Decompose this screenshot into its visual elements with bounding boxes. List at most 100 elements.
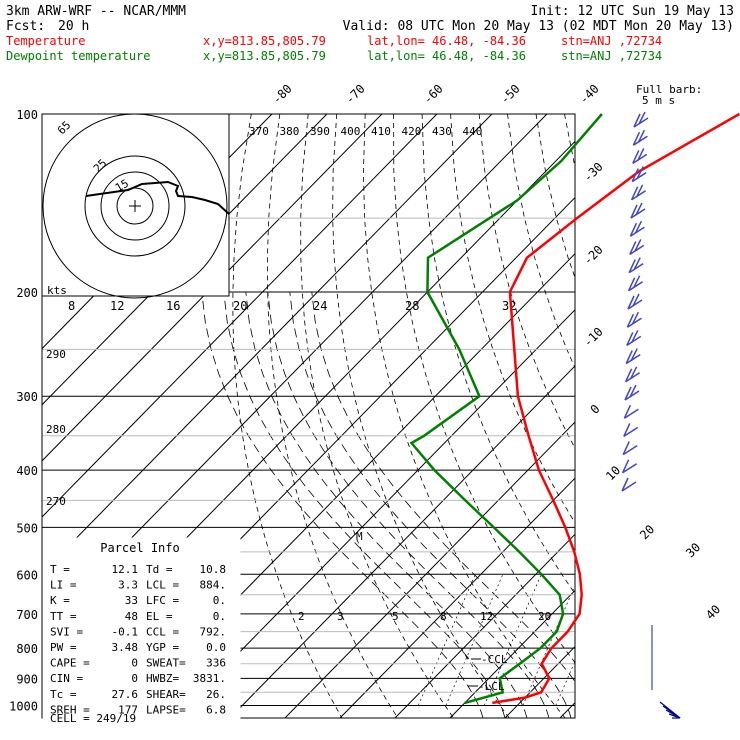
wind-barb — [635, 202, 643, 216]
theta-label: 400 — [341, 125, 361, 138]
dry-adiabat — [593, 114, 740, 718]
mixing-ratio-label: 8 — [440, 610, 447, 623]
isotherm-line — [42, 114, 383, 462]
ccl-label: -CCL — [481, 653, 508, 666]
dewpoint-line — [409, 113, 603, 705]
theta-label: 440 — [463, 125, 483, 138]
wind-barb — [628, 262, 644, 274]
parcel-param-value: 884. — [200, 579, 227, 592]
barb-legend-label: Full barb: — [636, 83, 702, 96]
wind-barb — [624, 386, 632, 401]
dry-adiabat — [393, 114, 575, 664]
parcel-param-value: 10.8 — [200, 563, 227, 576]
dry-adiabat — [266, 114, 399, 718]
isotherm-line — [174, 309, 575, 718]
wind-barb — [668, 713, 681, 719]
plot-frame — [41, 113, 576, 719]
parcel-param-name: LCL = — [146, 579, 179, 592]
fcst-label: Fcst: — [6, 19, 45, 34]
dry-adiabat — [735, 114, 740, 718]
wind-barb — [629, 241, 637, 255]
parcel-param-name: SWEAT= — [146, 657, 186, 670]
isotherm-label: -80 — [270, 82, 295, 107]
parcel-param-name: TT = — [50, 610, 77, 623]
mixing-ratio-label: 3 — [337, 610, 344, 623]
pressure-label: 1000 — [9, 699, 38, 713]
wind-barb — [629, 244, 645, 256]
moist-adiabat — [289, 291, 572, 718]
wind-barb — [638, 111, 646, 125]
temperature-line — [492, 112, 740, 705]
hodograph-axis-label: 28 — [405, 299, 419, 313]
wind-barb — [626, 313, 635, 328]
wind-barb — [629, 222, 638, 237]
parcel-param-value: 3.48 — [112, 641, 139, 654]
hodograph-ring-label: 15 — [113, 177, 131, 195]
dew-legend-stn: stn=ANJ ,72734 — [561, 49, 662, 63]
dry-adiabat — [450, 114, 575, 524]
parcel-param-value: -0.1 — [112, 625, 139, 638]
parcel-param-name: SREH = — [50, 703, 90, 716]
pressure-label: 200 — [16, 286, 38, 300]
pressure-label: 400 — [16, 464, 38, 478]
parcel-info-box: Parcel Info T = 12.1 Td = 10.8 LI = 3.3 LCL = 88… — [42, 537, 241, 725]
moist-adiabat — [201, 291, 484, 718]
wind-barb — [637, 129, 646, 143]
wind-barb — [632, 150, 640, 164]
pressure-label: 300 — [16, 390, 38, 404]
wind-barb — [632, 293, 640, 307]
mixing-ratio-label: 20 — [538, 610, 551, 623]
profile-lines: -CCL -LCL M — [356, 112, 740, 705]
parcel-param-value: 792. — [200, 625, 227, 638]
parcel-param-name: EL = — [146, 610, 173, 623]
isotherm-label: 20 — [637, 522, 657, 542]
moist-adiabat — [267, 291, 550, 718]
isotherm-label: -30 — [581, 160, 606, 185]
hodograph-axis-title: kts — [47, 284, 67, 297]
parcel-param-name: Tc = — [50, 688, 77, 701]
wind-barb — [629, 366, 638, 380]
wind-barbs — [621, 111, 681, 719]
wind-barb — [637, 148, 645, 161]
parcel-param-value: 48 — [125, 610, 138, 623]
isotherm-label: -70 — [343, 82, 368, 107]
hodograph-axis-label: 20 — [233, 299, 247, 313]
isotherm-line — [284, 421, 575, 718]
isotherm-line — [559, 701, 575, 718]
wind-barb — [627, 299, 643, 310]
parcel-param-name: LI = — [50, 579, 77, 592]
isotherm-line — [504, 645, 575, 718]
pressure-label: 700 — [16, 608, 38, 622]
temp-legend-xy: x,y=813.85,805.79 — [203, 34, 326, 48]
wind-barb — [634, 220, 643, 234]
moist-adiabat — [311, 291, 575, 683]
dry-adiabat — [421, 114, 575, 595]
moist-adiabat — [223, 291, 506, 718]
model-title: 3km ARW-WRF -- NCAR/MMM — [6, 4, 186, 19]
wind-barb — [634, 239, 642, 252]
parcel-param-value: 0. — [213, 610, 226, 623]
parcel-param-name: SVI = — [50, 625, 83, 638]
mixing-ratio-line — [417, 574, 476, 706]
isotherm-line — [670, 114, 740, 718]
parcel-info-background — [42, 537, 241, 725]
parcel-param-name: T = — [50, 563, 70, 576]
isotherm-label: 0 — [588, 402, 603, 417]
theta-label: 420 — [402, 125, 422, 138]
dry-adiabat — [678, 114, 740, 718]
isotherm-label: 40 — [703, 602, 723, 622]
dry-adiabat — [707, 114, 740, 718]
fcst-value: 20 h — [58, 19, 89, 34]
parcel-param-value: 33 — [125, 594, 138, 607]
lcl-label: -LCL — [478, 680, 505, 693]
mixing-ratio-line — [600, 574, 657, 705]
wind-barb — [623, 423, 631, 437]
parcel-param-name: CAPE = — [50, 657, 90, 670]
wind-barb — [628, 259, 636, 273]
barb-legend-unit: 5 m s — [642, 94, 675, 107]
wind-barb — [635, 184, 644, 198]
isotherm-label: -20 — [581, 243, 606, 268]
mixing-ratio-label: 2 — [298, 610, 305, 623]
theta-label: 430 — [432, 125, 452, 138]
